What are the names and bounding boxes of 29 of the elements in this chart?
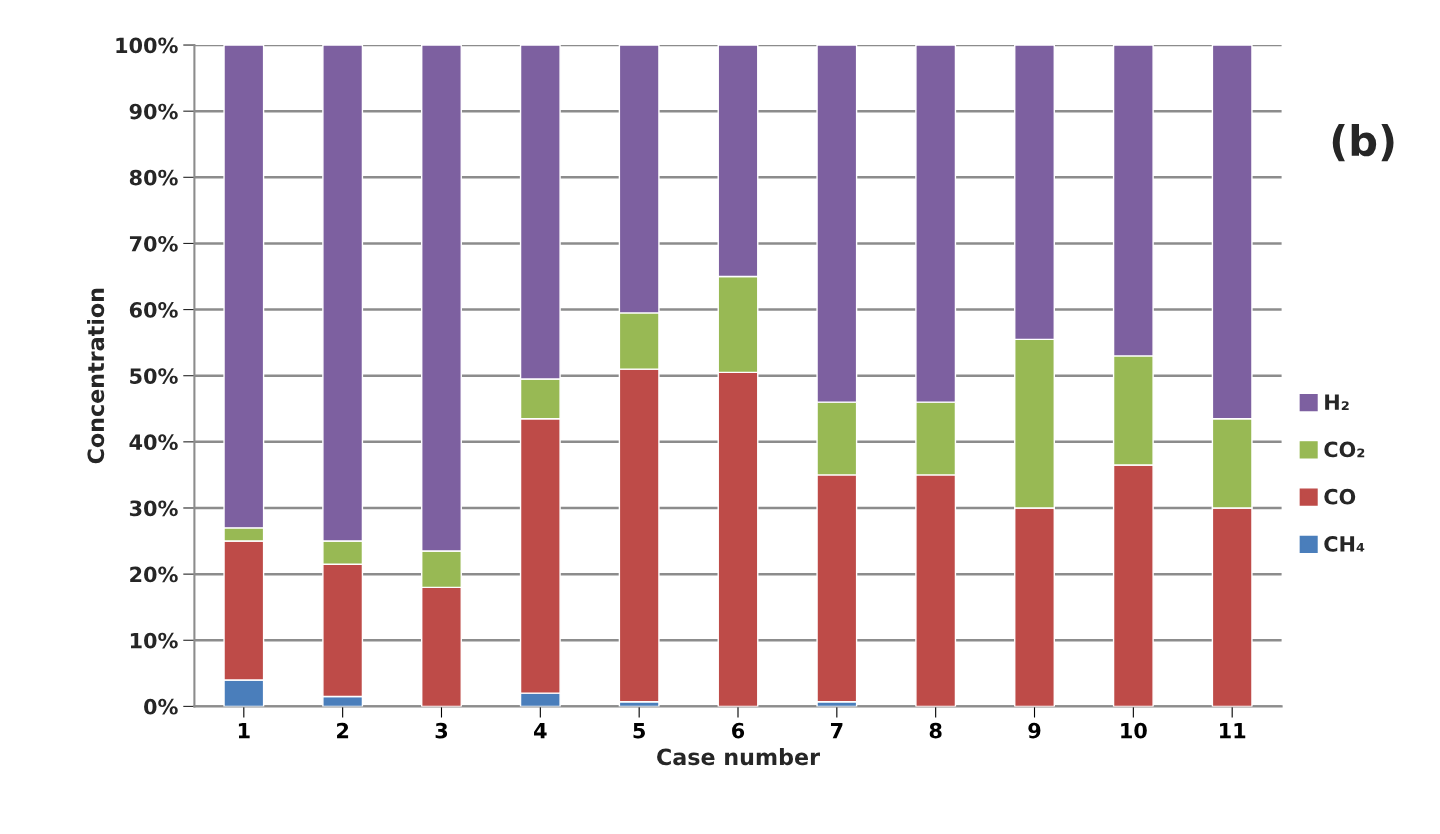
- x-tick-label: 2: [337, 722, 349, 739]
- x-tick-label: 3: [435, 722, 448, 739]
- y-tick-label: 0%: [144, 698, 178, 715]
- y-tick-label: 50%: [130, 368, 178, 384]
- x-tick-label: 7: [830, 723, 843, 739]
- y-tick-label: 40%: [129, 434, 178, 451]
- x-tick-label: 4: [534, 723, 547, 739]
- legend-label: H₂: [1325, 394, 1349, 410]
- x-tick-label: 9: [1028, 722, 1041, 739]
- x-tick-label: 1: [238, 723, 250, 739]
- y-tick-label: 90%: [129, 103, 178, 120]
- legend-label: CO₂: [1324, 441, 1365, 458]
- y-tick-label: 80%: [129, 169, 178, 186]
- y-tick-label: 20%: [130, 566, 178, 583]
- y-tick-label: 100%: [116, 37, 178, 54]
- x-tick-label: 8: [929, 722, 942, 739]
- y-tick-label: 70%: [129, 235, 178, 252]
- y-axis-title: Concentration: [87, 288, 105, 464]
- legend-label: CH₄: [1324, 536, 1365, 552]
- x-tick-label: 11: [1220, 723, 1246, 739]
- x-axis-title: Case number: [657, 748, 820, 766]
- text: (b): [1332, 124, 1394, 162]
- y-tick-label: 10%: [130, 632, 178, 649]
- x-tick-label: 5: [633, 723, 645, 739]
- y-tick-label: 60%: [129, 302, 178, 318]
- legend-label: CO: [1324, 488, 1356, 505]
- x-tick-label: 10: [1121, 722, 1147, 739]
- x-tick-label: 6: [732, 722, 745, 739]
- y-tick-label: 30%: [129, 500, 178, 517]
